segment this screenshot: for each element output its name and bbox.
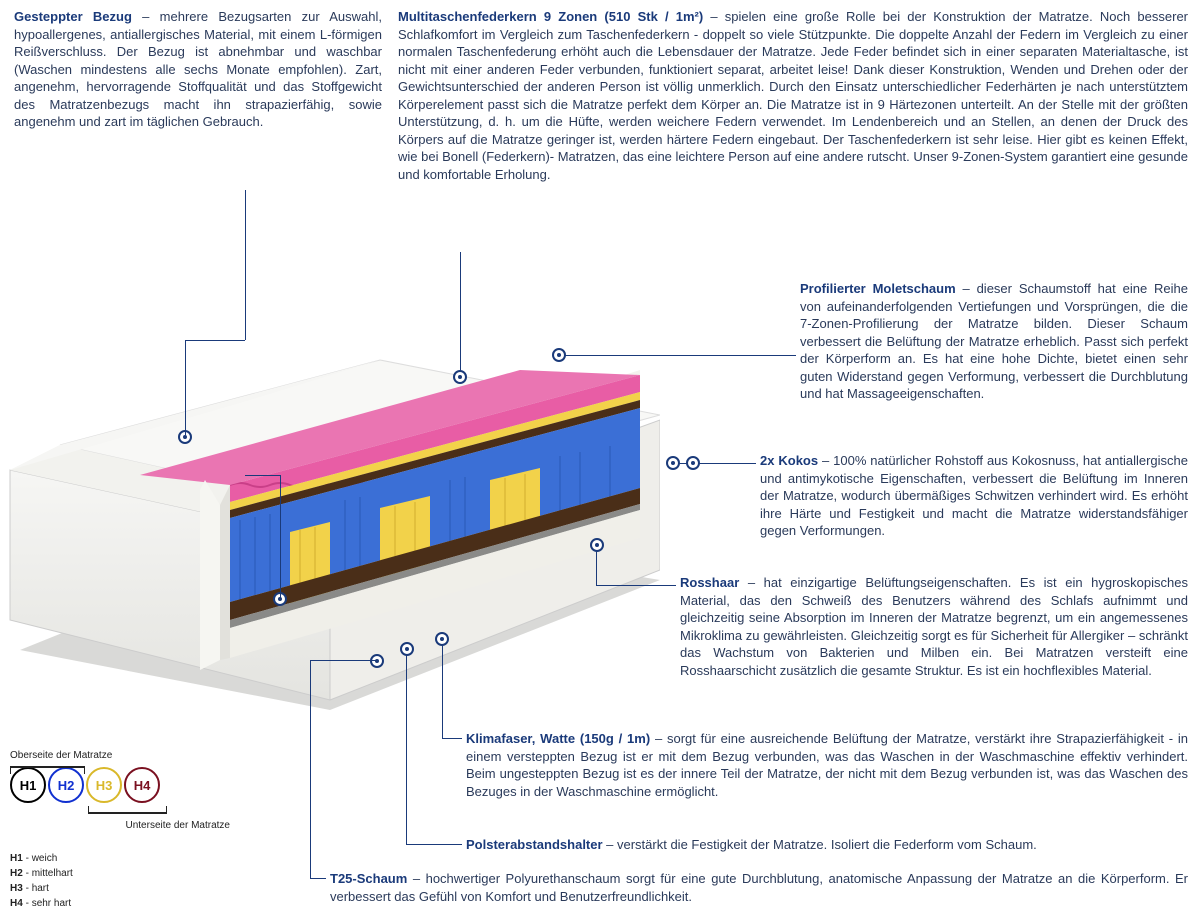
leader-t25-h2 — [310, 660, 376, 661]
legend-line-top — [10, 766, 84, 768]
section-federkern: Multitaschenfederkern 9 Zonen (510 Stk /… — [398, 8, 1188, 183]
legend-top-label: Oberseite der Matratze — [10, 750, 310, 761]
section-bezug: Gesteppter Bezug – mehrere Bezugsarten z… — [14, 8, 382, 131]
mattress-diagram — [0, 280, 660, 710]
dot-klima — [435, 632, 449, 646]
legend-bottom-label: Unterseite der Matratze — [70, 820, 230, 831]
leader-bezug-h — [185, 340, 245, 341]
leader-bezug-v3 — [280, 475, 281, 598]
leader-molet — [560, 355, 796, 356]
leader-bezug-h2 — [245, 475, 281, 476]
dot-t25 — [370, 654, 384, 668]
title-klimafaser: Klimafaser, Watte (150g / 1m) — [466, 731, 650, 746]
title-kokos: 2x Kokos — [760, 453, 818, 468]
leader-polster-h — [406, 844, 462, 845]
body-t25: – hochwertiger Polyurethanschaum sorgt f… — [330, 871, 1188, 904]
leader-t25-h — [310, 878, 326, 879]
title-federkern: Multitaschenfederkern 9 Zonen (510 Stk /… — [398, 9, 703, 24]
legend-h2: H2 — [48, 767, 84, 803]
legend-h1: H1 — [10, 767, 46, 803]
body-kokos: – 100% natürlicher Rohstoff aus Kokosnus… — [760, 453, 1188, 538]
dot-kokos-2 — [686, 456, 700, 470]
section-rosshaar: Rosshaar – hat einzigartige Belüftungsei… — [680, 574, 1188, 679]
legend-circles: H1 H2 H3 H4 — [10, 767, 310, 803]
hardness-legend: Oberseite der Matratze H1 H2 H3 H4 Unter… — [10, 750, 310, 911]
leader-polster-v — [406, 650, 407, 844]
leader-klima-v — [442, 640, 443, 738]
leader-federkern — [460, 252, 461, 372]
title-t25: T25-Schaum — [330, 871, 407, 886]
body-polster: – verstärkt die Festigkeit der Matratze.… — [603, 837, 1037, 852]
legend-line-bottom — [88, 812, 166, 814]
leader-bezug-v2 — [185, 340, 186, 435]
leader-rosshaar — [596, 585, 676, 586]
legend-h3: H3 — [86, 767, 122, 803]
body-molet: – dieser Schaumstoff hat eine Reihe von … — [800, 281, 1188, 401]
section-klimafaser: Klimafaser, Watte (150g / 1m) – sorgt fü… — [466, 730, 1188, 800]
body-federkern: – spielen eine große Rolle bei der Konst… — [398, 9, 1188, 182]
dot-kokos-1 — [666, 456, 680, 470]
title-rosshaar: Rosshaar — [680, 575, 739, 590]
title-polster: Polsterabstandshalter — [466, 837, 603, 852]
title-bezug: Gesteppter Bezug — [14, 9, 132, 24]
dot-federkern — [453, 370, 467, 384]
leader-bezug — [245, 190, 246, 340]
section-kokos: 2x Kokos – 100% natürlicher Rohstoff aus… — [760, 452, 1188, 540]
body-bezug: – mehrere Bezugsarten zur Auswahl, hypoa… — [14, 9, 382, 129]
section-molet: Profilierter Moletschaum – dieser Schaum… — [800, 280, 1188, 403]
leader-t25-v — [310, 660, 311, 878]
section-t25: T25-Schaum – hochwertiger Polyurethansch… — [330, 870, 1188, 905]
title-molet: Profilierter Moletschaum — [800, 281, 956, 296]
leader-klima-h — [442, 738, 462, 739]
body-rosshaar: – hat einzigartige Belüftungseigenschaft… — [680, 575, 1188, 678]
section-polster: Polsterabstandshalter – verstärkt die Fe… — [466, 836, 1188, 854]
dot-polster — [400, 642, 414, 656]
legend-h4: H4 — [124, 767, 160, 803]
legend-keys: H1 - weich H2 - mittelhart H3 - hart H4 … — [10, 851, 310, 911]
dot-molet — [552, 348, 566, 362]
dot-rosshaar — [590, 538, 604, 552]
